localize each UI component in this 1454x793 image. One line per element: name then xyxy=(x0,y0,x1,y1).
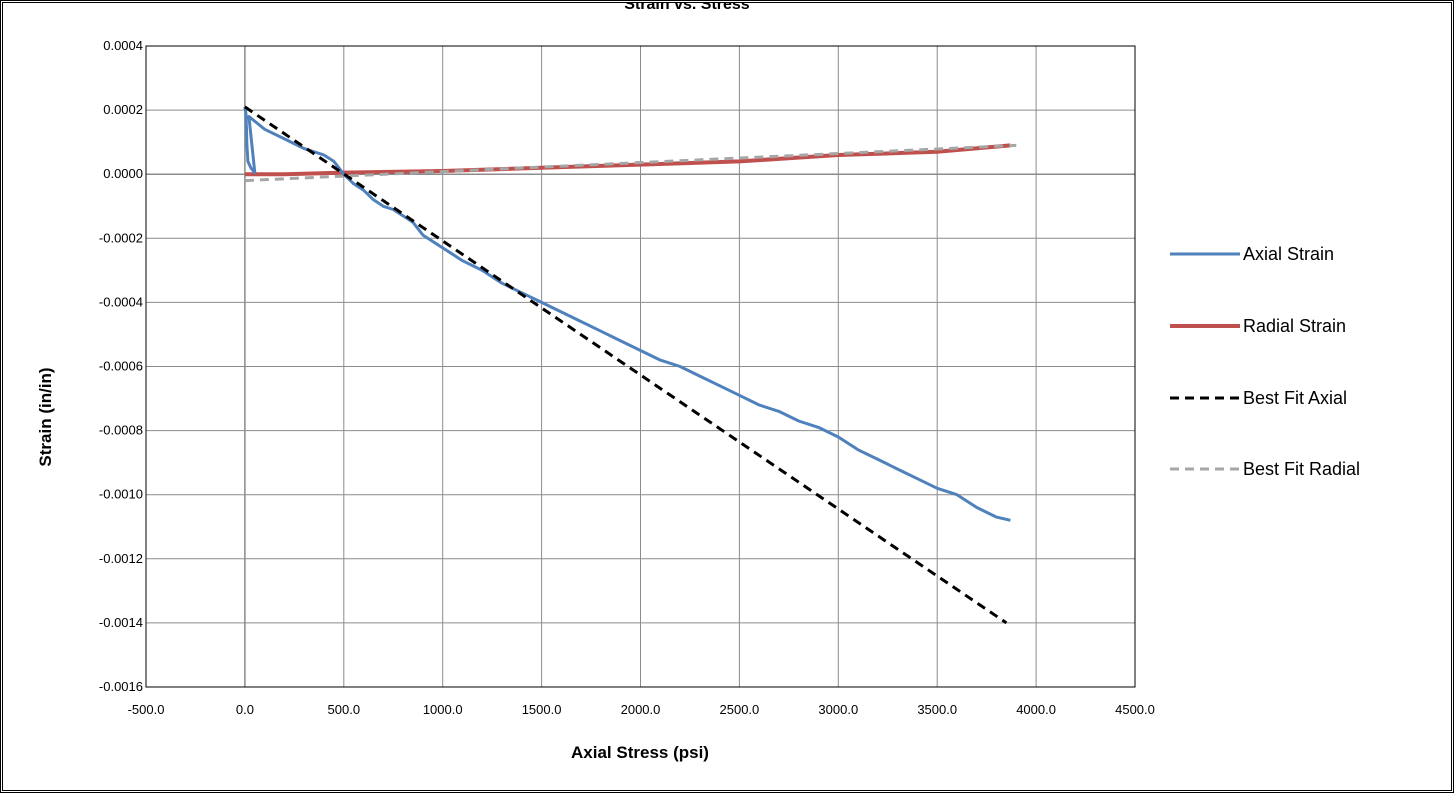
legend: Axial Strain Radial Strain Best Fit Axial B… xyxy=(1170,244,1360,479)
chart-title: Strain vs. Stress xyxy=(624,3,750,13)
y-tick-label: -0.0008 xyxy=(99,423,143,438)
x-tick-label: 0.0 xyxy=(236,702,254,717)
series-line-best-fit-axial xyxy=(244,105,1008,625)
y-tick-label: -0.0012 xyxy=(99,551,143,566)
y-tick-label: -0.0010 xyxy=(99,487,143,502)
y-tick-label: -0.0004 xyxy=(99,294,143,309)
legend-label: Axial Strain xyxy=(1243,244,1334,264)
y-tick-label: -0.0006 xyxy=(99,359,143,374)
x-tick-label: 2500.0 xyxy=(720,702,760,717)
series-line-best-fit-radial xyxy=(244,143,1017,183)
x-tick-label: 4500.0 xyxy=(1115,702,1155,717)
legend-label: Radial Strain xyxy=(1243,316,1346,336)
series-line-axial-strain xyxy=(243,106,1011,522)
x-tick-label: 4000.0 xyxy=(1016,702,1056,717)
y-tick-label: 0.0002 xyxy=(103,102,143,117)
y-axis-title: Strain (in/in) xyxy=(36,367,55,466)
y-tick-label: 0.0004 xyxy=(103,38,143,53)
y-tick-label: -0.0002 xyxy=(99,230,143,245)
tick-labels: -500.0 0.0 500.0 1000.0 1500.0 2000.0 2500.0 30… xyxy=(99,38,1155,717)
series-layer xyxy=(243,105,1017,625)
x-tick-label: -500.0 xyxy=(128,702,165,717)
y-tick-label: -0.0016 xyxy=(99,679,143,694)
x-tick-label: 1500.0 xyxy=(522,702,562,717)
x-tick-label: 3500.0 xyxy=(917,702,957,717)
y-tick-label: 0.0000 xyxy=(103,166,143,181)
legend-label: Best Fit Radial xyxy=(1243,459,1360,479)
x-axis-title: Axial Stress (psi) xyxy=(571,743,709,762)
y-tick-label: -0.0014 xyxy=(99,615,143,630)
x-tick-label: 2000.0 xyxy=(621,702,661,717)
x-tick-label: 1000.0 xyxy=(423,702,463,717)
x-tick-label: 500.0 xyxy=(328,702,361,717)
strain-stress-chart: Strain vs. Stress -500.0 0.0 500.0 1000.0 15… xyxy=(36,3,1360,762)
plot-area xyxy=(145,45,1136,688)
legend-label: Best Fit Axial xyxy=(1243,388,1347,408)
x-tick-label: 3000.0 xyxy=(818,702,858,717)
